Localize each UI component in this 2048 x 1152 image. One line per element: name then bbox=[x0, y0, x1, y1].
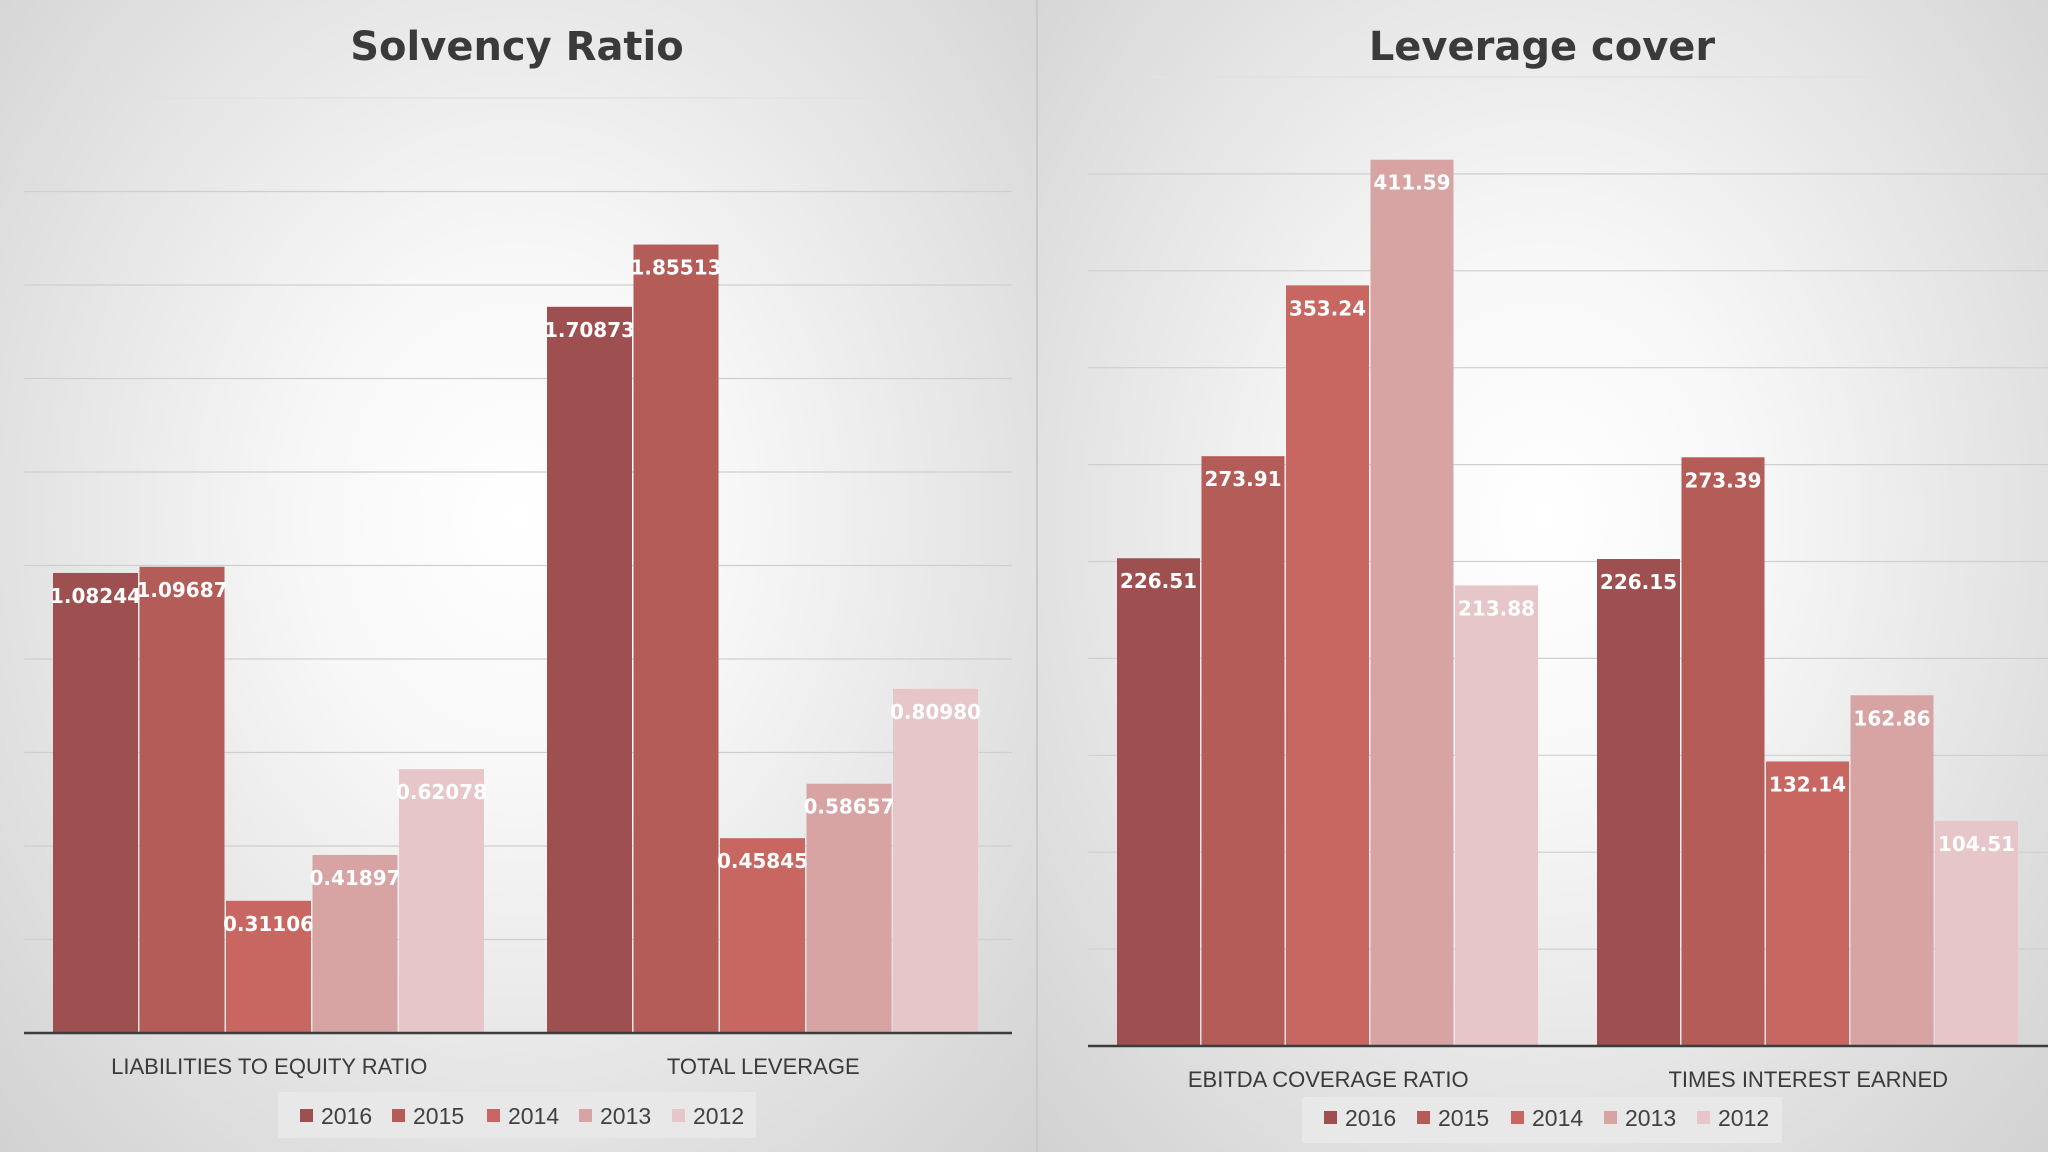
data-label: 0.41897 bbox=[309, 866, 400, 890]
data-label: 1.08244 bbox=[50, 584, 141, 608]
bar-2012-0 bbox=[1455, 585, 1538, 1046]
data-label: 104.51 bbox=[1938, 832, 2015, 856]
data-label: 213.88 bbox=[1458, 596, 1535, 620]
legend-entry: 2012 bbox=[1718, 1105, 1769, 1131]
data-label: 273.91 bbox=[1204, 467, 1281, 491]
legend-background bbox=[278, 1092, 756, 1138]
legend-entry: 2014 bbox=[508, 1103, 559, 1129]
legend-swatch bbox=[392, 1109, 405, 1122]
legend-swatch bbox=[487, 1109, 500, 1122]
category-label: LIABILITIES TO EQUITY RATIO bbox=[111, 1054, 427, 1079]
data-label: 162.86 bbox=[1853, 706, 1930, 730]
bar-2014-0 bbox=[226, 900, 311, 1033]
legend-swatch bbox=[300, 1109, 313, 1122]
legend-entry: 2015 bbox=[1438, 1105, 1489, 1131]
legend-swatch bbox=[1511, 1111, 1524, 1124]
legend-entry: 2016 bbox=[1345, 1105, 1396, 1131]
legend-swatch bbox=[672, 1109, 685, 1122]
chart-1: Leverage cover 226.51 273.91 353.24 411.59 21… bbox=[1088, 24, 2048, 1143]
legend-swatch bbox=[1324, 1111, 1337, 1124]
bar-2013-1 bbox=[806, 783, 892, 1033]
legend: 2016 2015 2014 2013 2012 bbox=[278, 1092, 756, 1138]
legend-entry: 2013 bbox=[1625, 1105, 1676, 1131]
bar-2012-1 bbox=[893, 688, 978, 1033]
legend-entry: 2016 bbox=[321, 1103, 372, 1129]
data-label: 0.62078 bbox=[396, 780, 487, 804]
bar-2015-0 bbox=[139, 566, 225, 1033]
data-label: 1.09687 bbox=[136, 578, 227, 602]
bar-2014-1 bbox=[720, 838, 805, 1033]
chart-title: Solvency Ratio bbox=[350, 24, 684, 70]
category-label: EBITDA COVERAGE RATIO bbox=[1188, 1067, 1469, 1092]
bar-2013-1 bbox=[1850, 695, 1934, 1046]
legend-swatch bbox=[1697, 1111, 1710, 1124]
legend-swatch bbox=[579, 1109, 592, 1122]
panel-divider bbox=[1036, 0, 1038, 1152]
category-label: TOTAL LEVERAGE bbox=[667, 1054, 860, 1079]
bar-2015-1 bbox=[633, 244, 719, 1033]
data-label: 132.14 bbox=[1769, 772, 1846, 796]
legend-swatch bbox=[1417, 1111, 1430, 1124]
bar-2015-1 bbox=[1681, 457, 1765, 1047]
data-label: 273.39 bbox=[1684, 468, 1761, 492]
bar-2016-1 bbox=[547, 306, 632, 1033]
data-label: 0.80980 bbox=[890, 700, 981, 724]
bar-2016-1 bbox=[1597, 559, 1680, 1046]
data-label: 0.31106 bbox=[223, 912, 314, 936]
bar-2012-1 bbox=[1935, 820, 2018, 1046]
bar-2015-0 bbox=[1201, 456, 1285, 1046]
bar-2014-0 bbox=[1286, 285, 1369, 1046]
chart-title: Leverage cover bbox=[1369, 24, 1716, 70]
data-label: 353.24 bbox=[1289, 296, 1366, 320]
legend-swatch bbox=[1604, 1111, 1617, 1124]
legend-entry: 2015 bbox=[413, 1103, 464, 1129]
legend-entry: 2014 bbox=[1532, 1105, 1583, 1131]
bar-2013-0 bbox=[312, 854, 398, 1033]
data-label: 0.45845 bbox=[717, 849, 808, 873]
bar-2016-0 bbox=[1117, 558, 1200, 1046]
bar-2012-0 bbox=[399, 769, 484, 1033]
legend: 2016 2015 2014 2013 2012 bbox=[1302, 1097, 1782, 1143]
legend-entry: 2012 bbox=[693, 1103, 744, 1129]
bar-2013-0 bbox=[1370, 159, 1454, 1046]
category-label: TIMES INTEREST EARNED bbox=[1668, 1067, 1948, 1092]
data-label: 411.59 bbox=[1373, 171, 1450, 195]
data-label: 226.15 bbox=[1600, 570, 1677, 594]
data-label: 226.51 bbox=[1120, 569, 1197, 593]
bar-2014-1 bbox=[1766, 761, 1849, 1046]
data-label: 1.85513 bbox=[630, 256, 721, 280]
bar-2016-0 bbox=[53, 572, 138, 1033]
legend-background bbox=[1302, 1097, 1782, 1143]
legend-entry: 2013 bbox=[600, 1103, 651, 1129]
data-label: 1.70873 bbox=[544, 318, 635, 342]
data-label: 0.58657 bbox=[803, 795, 894, 819]
